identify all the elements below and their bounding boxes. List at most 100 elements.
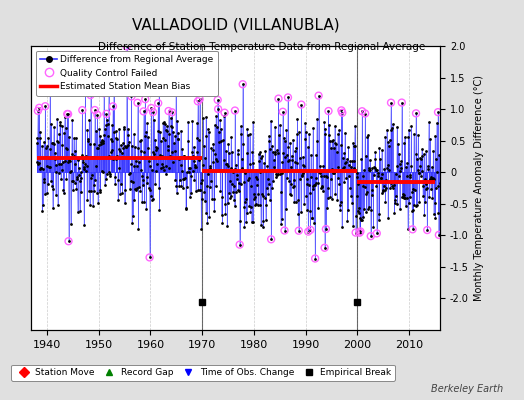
Point — [245, 203, 254, 210]
Point — [333, 130, 342, 137]
Point — [268, 143, 276, 150]
Point — [96, 189, 104, 195]
Point — [46, 90, 54, 96]
Point — [421, 199, 429, 205]
Point — [87, 174, 95, 181]
Point — [165, 108, 173, 114]
Point — [341, 130, 349, 136]
Point — [58, 167, 67, 173]
Point — [74, 156, 82, 162]
Point — [146, 187, 154, 193]
Point — [157, 165, 166, 172]
Point — [169, 159, 178, 166]
Point — [151, 144, 160, 150]
Point — [211, 122, 219, 129]
Point — [165, 108, 173, 114]
Point — [382, 184, 390, 191]
Point — [270, 164, 278, 170]
Point — [313, 138, 322, 144]
Point — [322, 226, 330, 232]
Point — [163, 147, 172, 153]
Point — [423, 227, 431, 233]
Point — [53, 202, 62, 208]
Point — [270, 124, 279, 130]
Point — [208, 167, 216, 174]
Point — [273, 146, 281, 153]
Point — [412, 203, 421, 209]
Point — [414, 132, 422, 138]
Point — [73, 176, 81, 183]
Point — [160, 118, 168, 125]
Point — [359, 167, 368, 173]
Point — [348, 222, 357, 229]
Point — [311, 255, 319, 262]
Point — [263, 185, 271, 191]
Point — [318, 168, 326, 174]
Point — [86, 92, 95, 98]
Point — [32, 140, 41, 146]
Point — [419, 193, 427, 199]
Point — [288, 157, 297, 164]
Point — [312, 152, 321, 158]
Point — [141, 96, 149, 102]
Point — [335, 202, 344, 208]
Point — [96, 133, 105, 139]
Point — [101, 182, 109, 189]
Point — [144, 134, 152, 140]
Point — [212, 113, 220, 120]
Point — [162, 171, 170, 177]
Point — [136, 188, 144, 194]
Point — [137, 148, 145, 154]
Point — [46, 90, 54, 96]
Point — [64, 111, 72, 117]
Point — [264, 190, 272, 197]
Point — [398, 99, 406, 106]
Point — [216, 117, 224, 124]
Point — [183, 154, 192, 160]
Point — [296, 176, 304, 183]
Point — [367, 233, 375, 239]
Point — [275, 168, 283, 175]
Point — [434, 109, 442, 115]
Point — [185, 164, 193, 171]
Point — [109, 103, 117, 110]
Point — [354, 180, 363, 187]
Point — [162, 123, 171, 130]
Point — [167, 114, 175, 121]
Point — [406, 193, 414, 200]
Point — [366, 167, 375, 173]
Point — [314, 204, 322, 211]
Point — [337, 107, 346, 114]
Point — [38, 202, 47, 208]
Point — [228, 189, 237, 195]
Point — [235, 242, 244, 248]
Point — [306, 227, 314, 233]
Point — [374, 217, 383, 223]
Point — [65, 134, 73, 140]
Point — [148, 167, 156, 173]
Point — [124, 142, 133, 148]
Point — [178, 168, 186, 174]
Point — [72, 134, 80, 141]
Point — [339, 155, 347, 161]
Point — [230, 197, 238, 203]
Point — [170, 154, 178, 161]
Point — [408, 189, 416, 195]
Point — [236, 131, 245, 138]
Point — [79, 159, 87, 165]
Point — [102, 176, 110, 182]
Point — [250, 191, 258, 197]
Point — [325, 132, 333, 139]
Point — [92, 128, 100, 134]
Point — [221, 110, 229, 116]
Point — [119, 124, 128, 130]
Point — [170, 148, 179, 154]
Point — [371, 149, 379, 155]
Point — [51, 156, 59, 162]
Point — [213, 157, 222, 164]
Point — [262, 168, 270, 174]
Point — [370, 165, 379, 172]
Point — [389, 182, 398, 188]
Point — [129, 131, 138, 138]
Point — [107, 136, 115, 142]
